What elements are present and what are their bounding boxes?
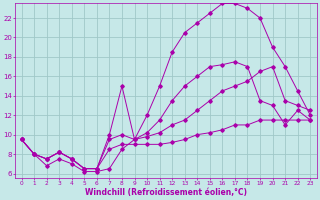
- X-axis label: Windchill (Refroidissement éolien,°C): Windchill (Refroidissement éolien,°C): [85, 188, 247, 197]
